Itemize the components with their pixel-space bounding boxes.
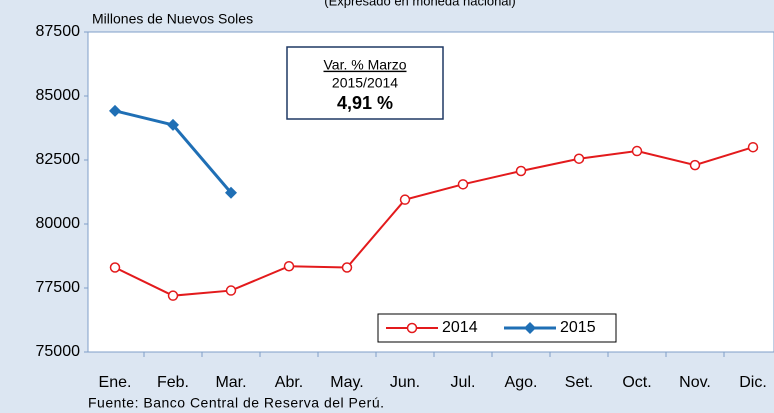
y-tick-label: 82500 — [36, 151, 81, 168]
point — [689, 159, 701, 171]
annotation-title: Var. % Marzo — [324, 57, 407, 73]
point — [283, 260, 295, 272]
point — [457, 179, 469, 190]
point — [406, 322, 418, 334]
legend-box — [377, 313, 617, 343]
y-tick-label: 75000 — [36, 343, 81, 360]
annotation-subtitle: 2015/2014 — [332, 75, 398, 91]
x-tick-label: Ago. — [505, 374, 538, 391]
point — [524, 322, 536, 334]
line — [114, 146, 754, 297]
x-tick-label: Set. — [565, 374, 593, 391]
legend-label: 2015 — [560, 319, 596, 336]
source: Fuente: Banco Central de Reserva del Per… — [88, 395, 385, 411]
x-tick-label: May. — [330, 374, 363, 391]
x-tick-label: Jun. — [390, 374, 420, 391]
chart-subtitle: (Expresado en moneda nacional) — [324, 0, 516, 8]
y-tick-label: 87500 — [36, 23, 81, 40]
x-tick-label: Mar. — [215, 374, 246, 391]
x-tick-label: Dic. — [739, 374, 767, 391]
y-tick-label: 85000 — [36, 87, 81, 104]
point — [573, 153, 585, 164]
point — [341, 262, 353, 273]
x-tick-label: Ene. — [99, 374, 132, 391]
point — [167, 118, 179, 131]
x-tick-label: Jul. — [451, 374, 476, 391]
y-tick-label: 77500 — [36, 279, 81, 296]
point — [747, 141, 759, 153]
point — [109, 262, 121, 273]
y-axis-label: Millones de Nuevos Soles — [92, 11, 253, 27]
point — [109, 104, 121, 117]
annotation-box — [286, 46, 444, 120]
x-tick-label: Oct. — [622, 374, 651, 391]
x-tick-label: Nov. — [679, 374, 711, 391]
point — [515, 165, 527, 177]
point — [399, 194, 411, 205]
point — [631, 145, 643, 157]
y-tick-label: 80000 — [36, 215, 81, 232]
point — [225, 285, 237, 296]
annotation-value: 4,91 % — [337, 93, 393, 113]
point — [167, 290, 179, 301]
x-tick-label: Feb. — [157, 374, 189, 391]
x-tick-label: Abr. — [275, 374, 303, 391]
legend-label: 2014 — [442, 319, 478, 336]
point — [225, 186, 237, 199]
